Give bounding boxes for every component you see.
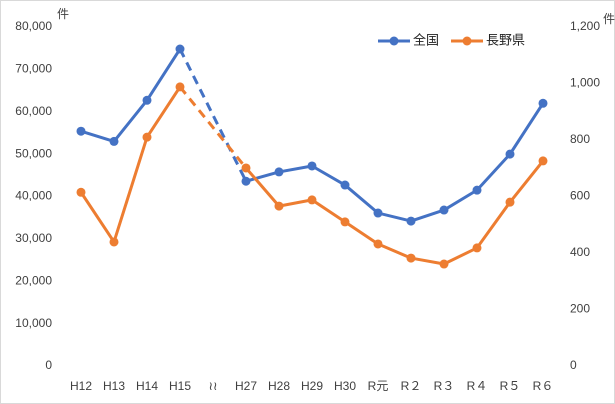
data-point (505, 197, 515, 207)
data-point (109, 136, 119, 146)
data-point (406, 253, 416, 263)
data-point (373, 208, 383, 218)
x-tick-label: R３ (434, 379, 455, 393)
data-point (76, 126, 86, 136)
data-point (142, 132, 152, 142)
y2-tick-label: 800 (570, 132, 590, 146)
data-point (340, 217, 350, 227)
data-point (406, 216, 416, 226)
y2-tick-label: 200 (570, 302, 590, 316)
data-point (439, 205, 449, 215)
y2-tick-label: 1,000 (570, 76, 600, 90)
data-point (142, 95, 152, 105)
x-tick-label: R５ (500, 379, 521, 393)
x-tick-label: H15 (169, 379, 191, 393)
legend-text: 長野県 (486, 32, 525, 47)
y-unit: 件 (57, 7, 69, 21)
x-tick-label: R４ (467, 379, 488, 393)
x-tick-label: ≀≀ (209, 379, 218, 393)
series-line (79, 86, 182, 244)
x-tick-label: H14 (136, 379, 158, 393)
x-tick-label: H30 (334, 379, 356, 393)
x-tick-label: R元 (368, 379, 389, 393)
break-connector (178, 85, 248, 169)
y2-tick-label: 0 (570, 358, 577, 372)
y2-tick-label: 400 (570, 245, 590, 259)
series-line (80, 48, 182, 143)
x-tick-label: H27 (235, 379, 257, 393)
data-point (373, 239, 383, 249)
data-point (505, 149, 515, 159)
data-point (175, 44, 185, 54)
series-line (244, 159, 545, 266)
y-tick-label: 20,000 (15, 273, 52, 287)
data-point (472, 185, 482, 195)
data-point (538, 156, 548, 166)
data-point (274, 201, 284, 211)
x-tick-label: H29 (301, 379, 323, 393)
break-connector (178, 48, 248, 182)
data-point (439, 259, 449, 269)
series-line (245, 102, 545, 223)
x-tick-label: H12 (70, 379, 92, 393)
y-tick-label: 40,000 (15, 189, 52, 203)
data-point (76, 187, 86, 197)
data-point (274, 167, 284, 177)
y2-unit: 件 (603, 12, 615, 26)
y-tick-label: 70,000 (15, 62, 52, 76)
data-point (340, 180, 350, 190)
data-point (538, 98, 548, 108)
data-point (307, 195, 317, 205)
legend-text: 全国 (413, 32, 439, 47)
legend-marker (462, 36, 472, 46)
data-point (307, 161, 317, 171)
y-tick-label: 60,000 (15, 104, 52, 118)
data-point (175, 82, 185, 92)
y-tick-label: 30,000 (15, 231, 52, 245)
y-tick-label: 80,000 (15, 19, 52, 33)
x-tick-label: R６ (533, 379, 554, 393)
y-tick-label: 10,000 (15, 316, 52, 330)
legend-marker (389, 36, 399, 46)
x-tick-label: R２ (401, 379, 422, 393)
data-point (241, 163, 251, 173)
y2-tick-label: 1,200 (570, 19, 600, 33)
data-point (472, 243, 482, 253)
data-point (241, 176, 251, 186)
data-point (109, 237, 119, 247)
x-tick-label: H28 (268, 379, 290, 393)
y-tick-label: 0 (45, 358, 52, 372)
y-tick-label: 50,000 (15, 146, 52, 160)
x-tick-label: H13 (103, 379, 125, 393)
y2-tick-label: 600 (570, 189, 590, 203)
